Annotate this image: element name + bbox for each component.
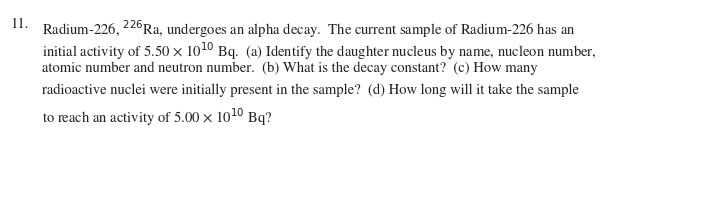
Text: Radium-226, $^{226}$Ra, undergoes an alpha decay.  The current sample of Radium-: Radium-226, $^{226}$Ra, undergoes an alp… bbox=[42, 18, 575, 40]
Text: radioactive nuclei were initially present in the sample?  (d) How long will it t: radioactive nuclei were initially presen… bbox=[42, 84, 579, 97]
Text: to reach an activity of 5.00 × 10$^{10}$ Bq?: to reach an activity of 5.00 × 10$^{10}$… bbox=[42, 105, 272, 127]
Text: 11.: 11. bbox=[10, 18, 28, 31]
Text: atomic number and neutron number.  (b) What is the decay constant?  (c) How many: atomic number and neutron number. (b) Wh… bbox=[42, 62, 537, 75]
Text: initial activity of 5.50 × 10$^{10}$ Bq.  (a) Identify the daughter nucleus by n: initial activity of 5.50 × 10$^{10}$ Bq.… bbox=[42, 40, 597, 61]
